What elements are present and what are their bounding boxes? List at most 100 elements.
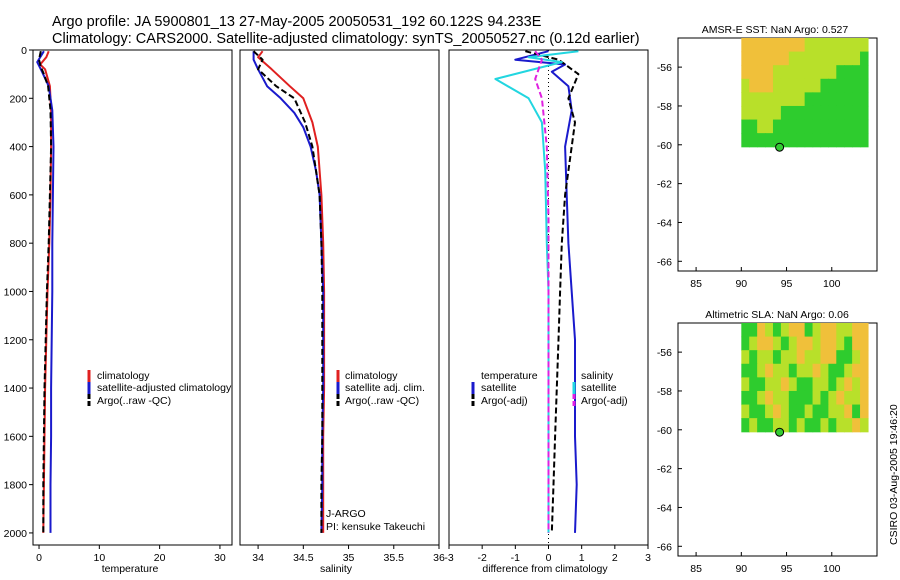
heatmap-cell	[772, 51, 782, 66]
heatmap-cell	[804, 92, 814, 107]
heatmap-cell	[780, 350, 790, 365]
heatmap-cell	[844, 363, 853, 378]
heatmap-cell	[812, 92, 822, 107]
series-line-salinity-argo-adj	[534, 50, 550, 533]
heatmap-cell	[765, 323, 774, 338]
heatmap-cell	[812, 418, 822, 433]
heatmap-cell	[788, 119, 798, 134]
heatmap-cell	[757, 78, 766, 93]
heatmap-cell	[804, 119, 814, 134]
y-tick-label: 2000	[4, 528, 28, 540]
heatmap-cell	[852, 377, 861, 392]
x-tick-label: 30	[214, 552, 226, 564]
x-tick-label: 100	[823, 563, 841, 575]
heatmap-cell	[796, 363, 806, 378]
heatmap-cell	[765, 336, 774, 351]
heatmap-cell	[860, 105, 869, 121]
heatmap-cell	[844, 92, 853, 107]
heatmap-cell	[820, 336, 829, 351]
temperature-axes-frame	[32, 49, 233, 546]
heatmap-cell	[749, 51, 758, 66]
heatmap-cell	[836, 38, 845, 53]
heatmap-cell	[812, 65, 822, 80]
heatmap-cell	[812, 51, 822, 66]
legend-label-argo: Argo(..raw -QC)	[97, 395, 171, 407]
heatmap-cell	[844, 38, 853, 53]
heatmap-cell	[812, 38, 822, 53]
x-tick-label: 20	[154, 552, 166, 564]
heatmap-cell	[749, 323, 758, 338]
heatmap-cell	[796, 404, 806, 419]
heatmap-cell	[828, 377, 837, 392]
heatmap-cell	[741, 418, 750, 433]
heatmap-cell	[836, 390, 845, 406]
heatmap-cell	[788, 51, 798, 66]
heatmap-cell	[772, 404, 782, 419]
heatmap-cell	[749, 119, 758, 134]
heatmap-cell	[757, 38, 766, 53]
legend-label-temp-argo: Argo(-adj)	[481, 395, 528, 407]
x-tick-label: 90	[735, 563, 747, 575]
heatmap-cell	[836, 105, 845, 121]
heatmap-cell	[757, 390, 766, 406]
heatmap-cell	[804, 418, 814, 433]
heatmap-cell	[820, 65, 829, 80]
x-tick-label: 35	[343, 552, 355, 564]
heatmap-cell	[796, 105, 806, 121]
generation-stamp: CSIRO 03-Aug-2005 19:46:20	[888, 404, 900, 545]
heatmap-cell	[820, 38, 829, 53]
heatmap-cell	[796, 51, 806, 66]
heatmap-cell	[749, 78, 758, 93]
temperature-panel: 0 10 20 30 0 200 400 600 800 1000 1200 1400 1600 1800…	[4, 45, 233, 575]
heatmap-cell	[765, 377, 774, 392]
heatmap-cell	[844, 133, 853, 148]
heatmap-cell	[788, 38, 798, 53]
heatmap-cell	[788, 133, 798, 148]
heatmap-cell	[765, 418, 774, 433]
heatmap-cell	[804, 377, 814, 392]
heatmap-cell	[860, 350, 869, 365]
heatmap-cell	[749, 105, 758, 121]
legend-label-sal-satellite: satellite	[581, 382, 617, 394]
heatmap-cell	[749, 350, 758, 365]
heatmap-cell	[749, 418, 758, 433]
heatmap-cell	[812, 133, 822, 148]
x-tick-label: 2	[612, 552, 618, 564]
heatmap-cell	[860, 38, 869, 53]
heatmap-cell	[836, 404, 845, 419]
heatmap-cell	[852, 323, 861, 338]
sst-map-panel: AMSR-E SST: NaN Argo: 0.527 85 90 95 100 -56…	[657, 24, 878, 290]
heatmap-cell	[788, 323, 798, 338]
heatmap-cell	[860, 323, 869, 338]
heatmap-cell	[860, 418, 869, 433]
heatmap-cell	[804, 336, 814, 351]
heatmap-cell	[860, 51, 869, 66]
heatmap-cell	[836, 336, 845, 351]
heatmap-cell	[788, 336, 798, 351]
difference-legend-salinity: salinity satellite Argo(-adj)	[572, 370, 628, 407]
heatmap-cell	[741, 133, 750, 148]
heatmap-cell	[820, 377, 829, 392]
heatmap-cell	[812, 377, 822, 392]
heatmap-cell	[836, 65, 845, 80]
heatmap-cell	[741, 38, 750, 53]
heatmap-cell	[788, 350, 798, 365]
legend-label-climatology: climatology	[345, 370, 398, 382]
heatmap-cell	[860, 404, 869, 419]
heatmap-cell	[757, 323, 766, 338]
x-tick-label: 0	[546, 552, 552, 564]
heatmap-cell	[804, 404, 814, 419]
heatmap-cell	[780, 78, 790, 93]
heatmap-cell	[765, 404, 774, 419]
y-tick-label: 600	[9, 190, 27, 202]
heatmap-cell	[788, 78, 798, 93]
heatmap-cell	[788, 65, 798, 80]
heatmap-cell	[796, 377, 806, 392]
heatmap-cell	[772, 323, 782, 338]
heatmap-cell	[804, 105, 814, 121]
heatmap-cell	[820, 418, 829, 433]
heatmap-cell	[844, 336, 853, 351]
x-tick-label: 34	[252, 552, 264, 564]
heatmap-cell	[780, 418, 790, 433]
series-line-climatology	[257, 50, 326, 533]
